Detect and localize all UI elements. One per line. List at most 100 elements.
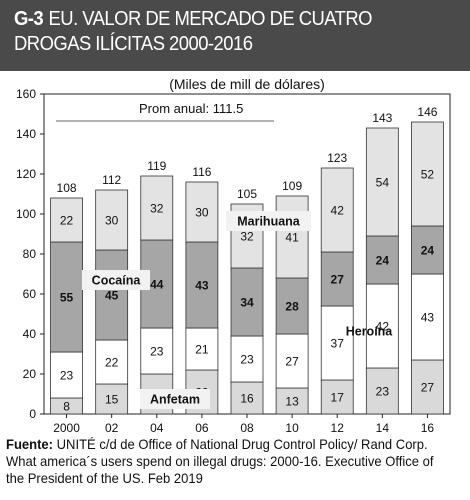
total-label: 146: [417, 105, 437, 119]
bar-segment: [95, 249, 129, 341]
series-label: Cocaína: [92, 274, 142, 288]
total-label: 112: [102, 173, 121, 187]
x-tick-label: 2000: [53, 421, 80, 435]
segment-value-label: 23: [150, 345, 164, 359]
bar-segment: [411, 225, 444, 275]
series-label: Anfetam: [150, 393, 200, 407]
unit-label: (Miles de mill de dólares): [169, 76, 325, 92]
total-label: 123: [327, 151, 347, 165]
segment-value-label: 27: [285, 355, 299, 369]
title-banner: G-3 EU. VALOR DE MERCADO DE CUATRO DROGAS…: [0, 0, 470, 71]
series-label-box: [140, 389, 210, 409]
segment-value-label: 21: [195, 343, 209, 357]
bar-segment: [411, 121, 444, 227]
y-tick-label: 160: [16, 87, 36, 101]
segment-value-label: 15: [105, 393, 119, 407]
bar-segment: [411, 273, 444, 361]
bar-segment: [365, 367, 399, 415]
bar-segment: [320, 251, 354, 307]
chart-code: G-3: [14, 7, 44, 30]
bar-segment: [95, 383, 129, 415]
segment-value-label: 24: [376, 254, 390, 268]
y-tick-label: 140: [16, 127, 36, 141]
bar-segment: [95, 339, 129, 385]
y-tick-label: 20: [23, 367, 37, 381]
bar-segment: [230, 335, 264, 383]
x-tick-label: 04: [150, 421, 164, 435]
segment-value-label: 22: [60, 214, 74, 228]
average-label: Prom anual: 111.5: [139, 101, 243, 116]
bar-segment: [275, 277, 309, 335]
series-label-box: [82, 270, 150, 290]
total-label: 109: [282, 179, 302, 193]
segment-value-label: 41: [285, 231, 299, 245]
y-tick-label: 0: [29, 407, 36, 421]
segment-value-label: 16: [240, 392, 254, 406]
segment-value-label: 23: [60, 369, 74, 383]
segment-value-label: 52: [421, 168, 435, 182]
bar-segment: [50, 197, 83, 243]
series-label: Marihuana: [237, 215, 301, 229]
y-tick-label: 40: [23, 327, 37, 341]
segment-value-label: 55: [60, 291, 74, 305]
segment-value-label: 42: [331, 204, 345, 218]
series-label: Heroína: [346, 325, 394, 339]
x-tick-label: 10: [285, 421, 299, 435]
x-tick-label: 08: [240, 421, 254, 435]
bar-segment: [185, 181, 219, 243]
segment-value-label: 13: [285, 395, 299, 409]
bar-segment: [365, 127, 399, 237]
segment-value-label: 23: [376, 385, 390, 399]
bar-segment: [140, 327, 174, 375]
segment-value-label: 32: [150, 202, 164, 216]
bar-segment: [230, 381, 264, 415]
x-tick-label: 14: [376, 421, 390, 435]
segment-value-label: 27: [421, 381, 435, 395]
series-label-box: [226, 211, 311, 231]
bar-segment: [320, 305, 354, 381]
total-label: 105: [237, 187, 257, 201]
total-label: 108: [57, 181, 77, 195]
chart-title: G-3 EU. VALOR DE MERCADO DE CUATRO DROGAS…: [14, 6, 419, 56]
source-text: UNITÉ c/d de Office of National Drug Con…: [6, 436, 434, 486]
bar-segment: [140, 175, 174, 241]
bar-segment: [185, 241, 219, 329]
bar-segment: [365, 235, 399, 285]
x-tick-label: 12: [331, 421, 345, 435]
segment-value-label: 22: [105, 356, 119, 370]
segment-value-label: 37: [331, 337, 345, 351]
bar-segment: [365, 283, 399, 369]
segment-value-label: 44: [150, 278, 164, 292]
segment-value-label: 24: [421, 244, 435, 258]
x-tick-label: 02: [105, 421, 119, 435]
segment-value-label: 23: [240, 353, 254, 367]
segment-value-label: 43: [421, 311, 435, 325]
bar-segment: [320, 379, 354, 415]
total-label: 143: [372, 111, 392, 125]
y-tick-label: 60: [23, 287, 37, 301]
bar-segment: [320, 167, 354, 253]
bar-segment: [50, 241, 83, 353]
bar-segment: [185, 327, 219, 371]
segment-value-label: 30: [195, 206, 209, 220]
source-note: Fuente: UNITÉ c/d de Office of National …: [6, 436, 436, 487]
y-tick-label: 80: [23, 247, 37, 261]
segment-value-label: 42: [376, 320, 390, 334]
segment-value-label: 17: [331, 391, 345, 405]
total-label: 116: [192, 165, 211, 179]
segment-value-label: 32: [240, 230, 254, 244]
bar-segment: [50, 351, 83, 399]
bar-segment: [275, 333, 309, 389]
bar-segment: [275, 195, 309, 279]
total-label: 119: [147, 159, 166, 173]
segment-value-label: 28: [285, 300, 299, 314]
segment-value-label: 45: [105, 289, 119, 303]
segment-value-label: 54: [376, 176, 390, 190]
segment-value-label: 34: [240, 296, 254, 310]
segment-value-label: 30: [105, 214, 119, 228]
x-tick-label: 16: [421, 421, 435, 435]
segment-value-label: 8: [63, 400, 70, 414]
segment-value-label: 43: [195, 279, 209, 293]
x-tick-label: 06: [195, 421, 209, 435]
